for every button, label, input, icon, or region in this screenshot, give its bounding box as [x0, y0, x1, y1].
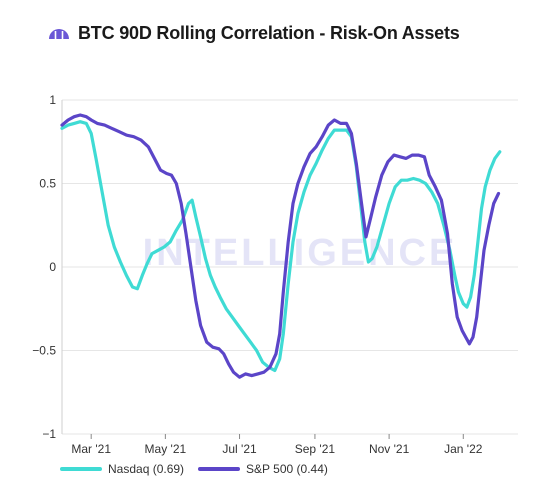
y-tick-label: 0.5 — [39, 177, 56, 191]
sp500-series-line[interactable] — [60, 113, 501, 379]
x-tick-label: Jul '21 — [222, 442, 257, 456]
x-tick-label: May '21 — [145, 442, 187, 456]
y-tick-label: −0.5 — [32, 344, 56, 358]
chart-legend: Nasdaq (0.69) S&P 500 (0.44) — [60, 462, 342, 476]
grid-lines — [61, 99, 518, 439]
axis-labels: 1 0.5 0 −0.5 −1 Mar '21 May '21 Jul '21 Sep '21 N… — [32, 93, 482, 456]
x-tick-label: Nov '21 — [369, 442, 410, 456]
y-tick-label: −1 — [42, 427, 56, 441]
intotheblock-logo-icon — [49, 29, 69, 39]
x-tick-label: Jan '22 — [444, 442, 483, 456]
legend-item-nasdaq[interactable]: Nasdaq (0.69) — [60, 462, 184, 476]
legend-label-nasdaq: Nasdaq (0.69) — [108, 462, 185, 476]
legend-swatch-sp500 — [198, 467, 241, 471]
x-tick-label: Sep '21 — [295, 442, 336, 456]
x-tick-label: Mar '21 — [71, 442, 111, 456]
chart-title: BTC 90D Rolling Correlation - Risk-On As… — [78, 22, 460, 43]
legend-swatch-nasdaq — [60, 467, 102, 471]
y-tick-label: 0 — [49, 260, 56, 274]
y-tick-label: 1 — [49, 93, 56, 107]
nasdaq-series-line[interactable] — [60, 120, 502, 373]
watermark-text: INTELLIGENCE — [143, 232, 458, 274]
legend-label-sp500: S&P 500 (0.44) — [246, 462, 328, 476]
series-lines — [60, 113, 502, 379]
legend-item-sp500[interactable]: S&P 500 (0.44) — [198, 462, 328, 476]
chart-header: BTC 90D Rolling Correlation - Risk-On As… — [48, 20, 460, 46]
